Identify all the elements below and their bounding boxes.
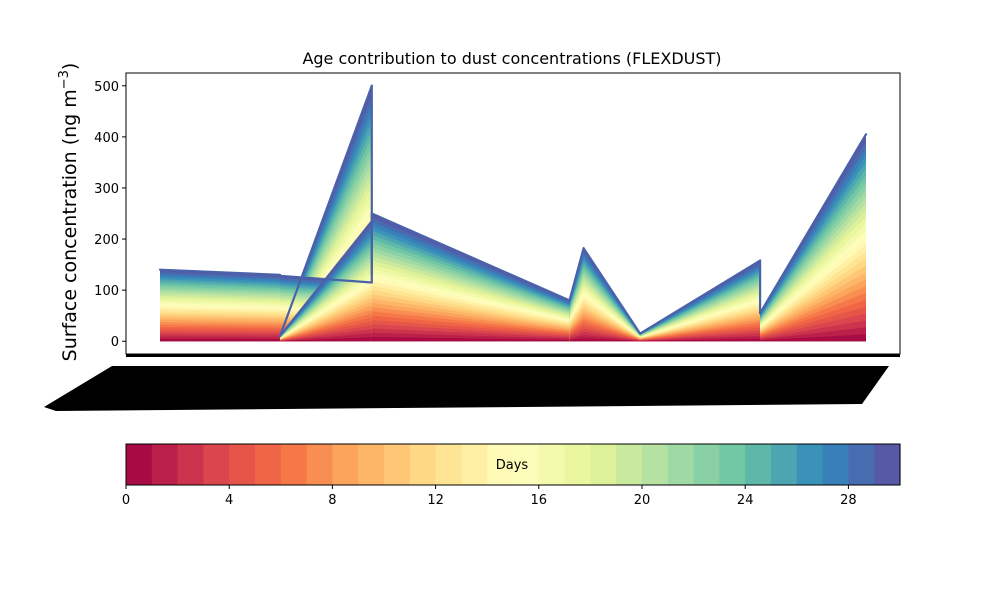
plot-area-outlines (158, 84, 868, 338)
y-axis-label: Surface concentration (ng m−3) (57, 63, 81, 362)
colorbar-tick-label-24: 24 (737, 493, 754, 508)
colorbar-label: Days (496, 458, 529, 473)
colorbar-level-28 (848, 444, 875, 485)
colorbar-level-15 (513, 444, 540, 485)
colorbar: 0 4 8 12 16 20 24 28 (122, 443, 901, 508)
colorbar-level-17 (564, 444, 591, 485)
total-outline-segment-7 (568, 247, 585, 302)
colorbar-level-21 (667, 444, 695, 485)
area-band-segment-8-level-1 (583, 338, 641, 342)
colorbar-level-22 (693, 444, 720, 485)
y-tick-label-0: 0 (111, 335, 119, 350)
colorbar-frame (125, 443, 901, 486)
chart-title: Age contribution to dust concentrations … (302, 49, 721, 68)
colorbar-level-7 (306, 444, 333, 485)
area-band-segment-7-level-1 (569, 338, 584, 342)
colorbar-tick-label-12: 12 (427, 493, 444, 508)
colorbar-tick-label-20: 20 (634, 493, 651, 508)
colorbar-level-10 (384, 444, 411, 485)
colorbar-level-2 (177, 444, 204, 485)
colorbar-level-8 (332, 444, 359, 485)
colorbar-level-29 (874, 444, 901, 485)
x-tick-marks-band (126, 354, 900, 357)
colorbar-level-25 (771, 444, 798, 485)
colorbar-level-0 (126, 444, 153, 485)
x-axis (44, 354, 900, 411)
colorbar-level-9 (358, 444, 385, 485)
total-outline-segment-11 (758, 133, 868, 315)
colorbar-level-14 (487, 444, 514, 485)
y-tick-label-300: 300 (94, 182, 119, 197)
colorbar-level-13 (461, 444, 488, 485)
colorbar-level-27 (822, 444, 849, 485)
total-outline-segment-6 (370, 212, 571, 302)
area-band-segment-9-level-1 (640, 338, 761, 342)
y-tick-label-100: 100 (94, 284, 119, 299)
total-outline-segment-1 (278, 84, 373, 338)
area-band-segment-6-level-1 (371, 336, 570, 342)
colorbar-tick-label-0: 0 (122, 493, 130, 508)
colorbar-level-26 (796, 444, 824, 485)
y-axis-label-main: Surface concentration (ng m (59, 89, 81, 361)
total-outline-segment-4 (278, 220, 373, 338)
colorbar-tick-label-8: 8 (328, 493, 336, 508)
colorbar-level-12 (435, 444, 462, 485)
colorbar-level-4 (229, 444, 256, 485)
colorbar-level-19 (616, 444, 643, 485)
total-outline-segment-9 (638, 259, 762, 335)
y-tick-label-400: 400 (94, 131, 119, 146)
colorbar-level-1 (151, 444, 179, 485)
colorbar-level-16 (538, 444, 566, 485)
x-tick-labels-overlapping (44, 366, 889, 411)
colorbar-level-20 (642, 444, 669, 485)
area-band-segment-11-level-1 (760, 334, 866, 342)
area-band-segment-4-level-1 (280, 337, 372, 342)
y-axis-label-superscript: −3 (57, 70, 72, 89)
colorbar-tick-label-4: 4 (225, 493, 233, 508)
total-outline-segment-8 (582, 247, 642, 335)
colorbar-level-18 (590, 444, 617, 485)
y-axis-label-close: ) (59, 63, 81, 70)
plot-area-fills (160, 85, 866, 342)
colorbar-level-24 (745, 444, 772, 485)
colorbar-level-6 (280, 444, 308, 485)
y-tick-label-500: 500 (94, 80, 119, 95)
colorbar-level-5 (255, 444, 282, 485)
area-band-segment-0-level-1 (160, 338, 281, 342)
colorbar-tick-label-28: 28 (840, 493, 857, 508)
y-axis: 0 100 200 300 400 500 (94, 80, 126, 350)
y-tick-label-200: 200 (94, 233, 119, 248)
total-outline-segment-0 (158, 268, 282, 276)
colorbar-tick-label-16: 16 (531, 493, 548, 508)
colorbar-level-3 (203, 444, 230, 485)
colorbar-level-23 (719, 444, 746, 485)
colorbar-level-11 (409, 444, 437, 485)
